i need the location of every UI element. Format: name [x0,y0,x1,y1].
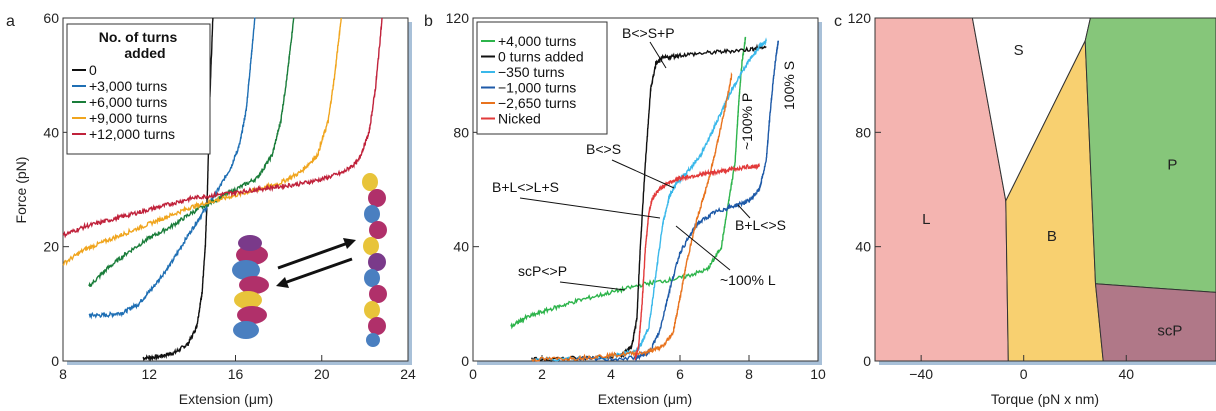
dna-compact-helix-icon [232,235,269,339]
y-tick-label: 0 [863,353,871,369]
y-tick-label: 80 [855,124,871,140]
panel-b-label: b [424,13,433,30]
x-tick-label: 40 [1118,366,1134,382]
annotation-b-l-l-s-pointer [519,197,661,219]
panel-b-series [510,36,779,363]
x-tick-label: 0 [469,366,477,382]
y-tick-label: 0 [461,353,469,369]
legend-entry: −2,650 turns [498,95,576,111]
series-line [62,17,342,266]
legend-entry: 0 turns added [498,49,584,65]
legend-entry: +12,000 turns [89,126,175,142]
panel-a-legend: No. of turns added 0+3,000 turns+6,000 t… [66,23,211,155]
annotation-b-l-l-s: B+L<>L+S [492,179,559,195]
annotation-b-100-l-pointer [675,225,731,271]
x-tick-label: 20 [314,366,330,382]
annotation-b-100-s: 100% S [781,61,797,110]
annotation-b-scp-p-pointer [559,281,626,291]
y-tick-label: 120 [446,10,470,26]
y-tick-label: 20 [43,239,59,255]
y-tick-label: 40 [855,239,871,255]
legend-entry: +9,000 turns [89,110,167,126]
panel-b-annotations: B<>S+P B<>S B+L<>L+S B+L<>S ~100% L scP<… [492,25,797,291]
x-tick-label: 12 [141,366,157,382]
phase-region-scp [1094,283,1216,362]
annotation-b-100-p: ~100% P [739,93,755,150]
panel-c-label: c [834,13,842,30]
legend-entry: −350 turns [498,64,565,80]
series-line [62,17,383,239]
annotation-b-l-s-pointer [737,204,751,219]
panel-a-label: a [6,13,15,30]
legend-a-title-2: added [124,45,165,61]
panel-a-axes: 8 12 16 20 24 0 20 40 60 [43,10,416,382]
legend-entry: +4,000 turns [498,33,576,49]
x-tick-label: 0 [1020,366,1028,382]
region-label-p: P [1167,156,1177,173]
y-tick-label: 40 [453,239,469,255]
y-tick-label: 60 [43,10,59,26]
x-tick-label: 2 [538,366,546,382]
panel-c-regions [874,17,1216,362]
legend-entry: Nicked [498,111,541,127]
panel-a-xlabel: Extension (μm) [179,391,273,407]
x-tick-label: −40 [909,366,933,382]
x-tick-label: 10 [810,366,826,382]
phase-region-p [1084,17,1216,293]
legend-a-title-1: No. of turns [99,29,178,45]
legend-b-box [476,21,608,135]
x-tick-label: 4 [607,366,615,382]
series-line [510,36,747,330]
legend-entry: 0 [89,62,97,78]
legend-entry: +3,000 turns [89,78,167,94]
y-tick-label: 0 [51,353,59,369]
x-tick-label: 24 [400,366,416,382]
panel-c-frame [874,17,1216,362]
annotation-b-s-p: B<>S+P [622,25,675,41]
annotation-b-l-s: B+L<>S [735,217,786,233]
y-tick-label: 120 [848,10,872,26]
x-tick-label: 16 [228,366,244,382]
x-tick-label: 8 [59,366,67,382]
panel-c-axes: −40 0 40 0 40 80 120 [848,10,1135,382]
panel-b-axes: 0 2 4 6 8 10 0 40 80 120 [446,10,826,382]
legend-a-box [66,23,211,155]
panel-b-xlabel: Extension (μm) [598,391,692,407]
double-arrow-icon [276,238,356,288]
series-line [88,17,256,320]
region-label-l: L [922,211,930,228]
x-tick-label: 8 [745,366,753,382]
panel-a-ylabel: Force (pN) [13,157,29,224]
annotation-b-s: B<>S [586,141,621,157]
series-line [531,71,733,363]
region-label-b: B [1047,228,1057,245]
legend-entry: +6,000 turns [89,94,167,110]
annotation-b-s-pointer [611,159,675,189]
annotation-b-scp-p: scP<>P [518,263,567,279]
annotation-b-100-l: ~100% L [720,272,776,288]
region-label-s: S [1014,42,1024,59]
annotation-b-s-p-pointer [649,41,667,69]
panel-c-xlabel: Torque (pN x nm) [991,391,1099,407]
y-tick-label: 80 [453,124,469,140]
series-line [634,162,761,361]
series-line [531,37,767,362]
dna-illustration [232,173,387,347]
region-label-scp: scP [1157,322,1182,339]
x-tick-label: 6 [676,366,684,382]
series-line [576,40,779,363]
y-tick-label: 40 [43,124,59,140]
legend-entry: −1,000 turns [498,80,576,96]
dna-stretched-helix-icon [362,173,387,347]
